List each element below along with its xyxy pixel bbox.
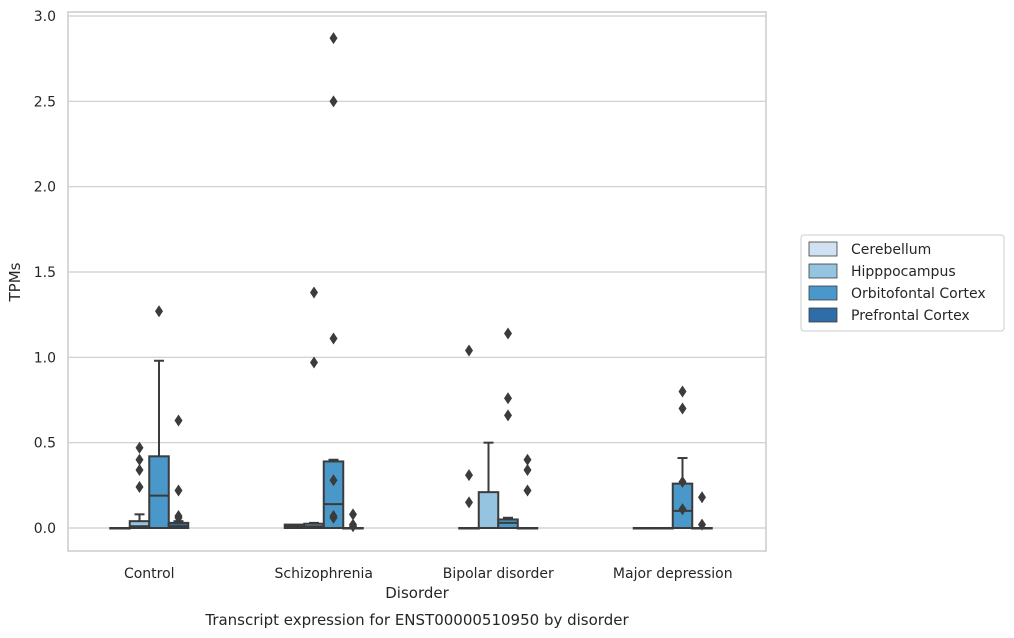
chart-caption: Transcript expression for ENST0000051095… [204,611,629,629]
outlier-point [349,508,357,521]
outlier-point [135,463,144,476]
outlier-point [698,491,706,504]
outlier-point [504,392,512,405]
box-hipppocampus [652,527,674,530]
x-tick-label: Major depression [613,566,733,582]
y-tick-label: 3.0 [34,9,56,25]
box-cerebellum [109,527,131,530]
box-groups [109,32,713,533]
outlier-point [678,402,687,415]
outlier-point [135,481,144,494]
outlier-point [678,475,687,488]
outlier-point [174,484,183,497]
box-cerebellum [632,527,655,530]
outlier-point [174,414,183,427]
y-tick-label: 1.0 [34,350,56,366]
box-hipppocampus [128,441,151,530]
outlier-point [310,356,318,369]
legend-swatch [808,241,838,257]
y-axis-ticks: 0.0 0.5 1.0 1.5 2.0 2.5 3.0 [34,9,56,537]
outlier-point [329,95,338,108]
outlier-point [698,518,706,531]
box-prefrontal-cortex [516,453,539,530]
box-body [148,455,170,530]
legend-label: Orbitofontal Cortex [851,286,986,302]
legend-label: Cerebellum [851,242,931,258]
box-body [322,460,345,529]
outlier-point [135,441,144,454]
box-orbitofontal-cortex [497,327,519,530]
x-tick-label: Bipolar disorder [443,566,554,582]
outlier-point [329,474,338,487]
box-cerebellum [458,344,480,530]
outlier-point [349,520,357,533]
outlier-point [329,32,338,45]
y-tick-label: 0.5 [34,436,56,452]
outlier-point [174,511,183,524]
box-prefrontal-cortex [691,491,713,531]
x-axis-ticks: Control Schizophrenia Bipolar disorder Majo… [124,566,733,582]
box-hipppocampus [477,441,500,530]
outlier-point [523,453,532,466]
box-hipppocampus [303,286,325,530]
box-orbitofontal-cortex [148,305,170,530]
box-prefrontal-cortex [342,508,364,533]
legend-label: Prefrontal Cortex [851,308,970,324]
y-gridlines [68,15,766,529]
legend-swatch [808,285,838,301]
box-prefrontal-cortex [167,414,190,530]
outlier-point [504,409,512,422]
y-tick-label: 2.5 [34,94,56,110]
legend-swatch [808,263,838,279]
x-tick-label: Schizophrenia [275,566,373,582]
outlier-point [310,286,318,299]
outlier-point [465,496,473,509]
box-cerebellum [283,523,306,530]
box-body [477,491,500,530]
y-axis-label: TPMs [6,262,24,302]
outlier-point [135,453,144,466]
outlier-point [329,511,338,524]
box-orbitofontal-cortex [322,32,345,529]
outlier-point [678,503,687,516]
y-tick-label: 1.5 [34,265,56,281]
box-orbitofontal-cortex [671,385,694,530]
plot-area-frame [67,11,767,552]
legend: Cerebellum Hipppocampus Orbitofontal Corte… [800,234,1005,332]
x-tick-label: Control [124,566,175,582]
outlier-point [329,332,338,345]
outlier-point [465,344,473,357]
outlier-point [678,385,687,398]
legend-swatch [808,307,838,323]
legend-label: Hipppocampus [851,264,956,280]
outlier-point [523,484,532,497]
outlier-point [465,469,473,482]
outlier-point [155,305,163,318]
outlier-point [504,327,512,340]
y-tick-label: 2.0 [34,180,56,196]
legend-frame [800,234,1005,332]
x-axis-label: Disorder [385,584,449,602]
y-tick-label: 0.0 [34,521,56,537]
outlier-point [523,463,532,476]
